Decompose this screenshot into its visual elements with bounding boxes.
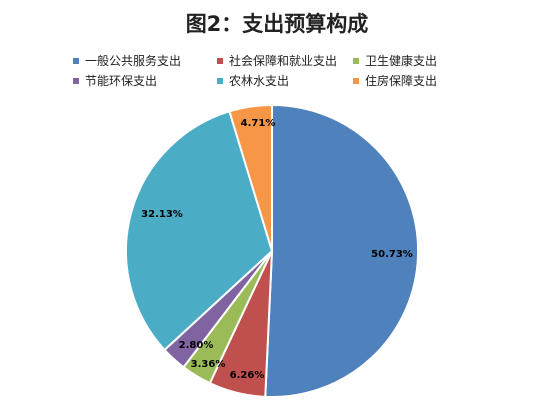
slice-label-health: 3.36% <box>191 359 226 370</box>
pie-slice-agriculture <box>125 110 274 352</box>
legend-swatch <box>217 77 223 84</box>
legend-item-environment: 节能环保支出 <box>73 72 157 89</box>
chart-title: 图2：支出预算构成 <box>185 12 369 36</box>
pie-slice-housing <box>228 103 273 252</box>
legend-swatch <box>73 57 79 64</box>
legend-label: 卫生健康支出 <box>365 54 438 68</box>
legend-item-social-security: 社会保障和就业支出 <box>217 52 337 69</box>
legend-swatch <box>353 57 359 64</box>
legend-swatch <box>353 77 359 84</box>
slice-label-general-public-services: 50.73% <box>371 249 413 260</box>
legend-label: 一般公共服务支出 <box>85 54 182 68</box>
legend-item-housing: 住房保障支出 <box>353 72 437 89</box>
legend-label: 节能环保支出 <box>85 74 158 88</box>
slice-label-environment: 2.80% <box>179 340 214 351</box>
legend-label: 社会保障和就业支出 <box>229 54 338 68</box>
legend-swatch <box>73 77 79 84</box>
legend-item-health: 卫生健康支出 <box>353 52 437 69</box>
pie-slice-general-public-services <box>264 103 420 398</box>
legend-item-agriculture: 农林水支出 <box>217 72 289 89</box>
slice-label-housing: 4.71% <box>241 118 276 129</box>
slice-label-social-security: 6.26% <box>230 370 265 381</box>
legend-swatch <box>217 57 223 64</box>
legend-label: 住房保障支出 <box>365 74 438 88</box>
legend-label: 农林水支出 <box>229 74 290 88</box>
slice-label-agriculture: 32.13% <box>141 209 183 220</box>
legend-item-general-public-services: 一般公共服务支出 <box>73 52 181 69</box>
